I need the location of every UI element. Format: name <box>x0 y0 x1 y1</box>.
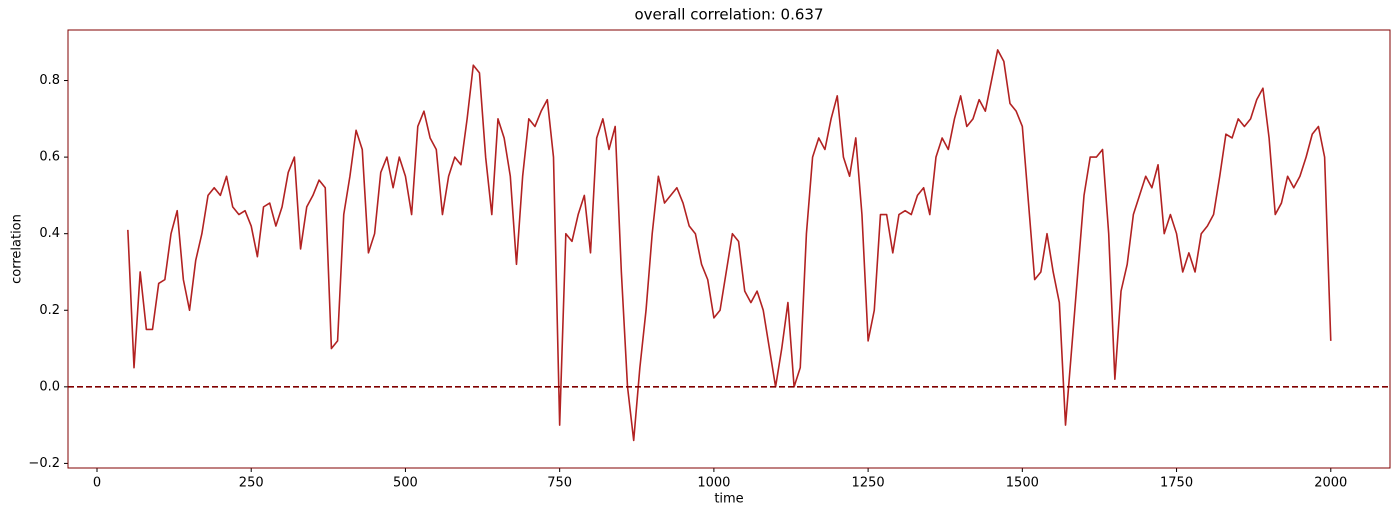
y-tick-label: −0.2 <box>28 456 60 471</box>
x-tick-label: 500 <box>393 476 418 491</box>
y-axis-label: correlation <box>10 214 25 284</box>
x-tick-label: 1000 <box>697 476 730 491</box>
x-tick-label: 750 <box>547 476 572 491</box>
line <box>127 49 1332 442</box>
y-tick-label: 0.0 <box>39 379 60 394</box>
x-tick-label: 1500 <box>1006 476 1039 491</box>
y-tick-label: 0.6 <box>39 150 60 165</box>
y-tick-label: 0.8 <box>39 73 60 88</box>
plot-frame <box>67 29 1391 469</box>
x-tick-label: 2000 <box>1314 476 1347 491</box>
x-tick-label: 0 <box>93 476 101 491</box>
chart-title: overall correlation: 0.637 <box>635 6 824 24</box>
x-tick-label: 250 <box>239 476 264 491</box>
y-tick-label: 0.2 <box>39 303 60 318</box>
y-tick-label: 0.4 <box>39 226 60 241</box>
x-tick-label: 1250 <box>852 476 885 491</box>
x-axis-label: time <box>714 492 743 507</box>
x-tick-label: 1750 <box>1160 476 1193 491</box>
